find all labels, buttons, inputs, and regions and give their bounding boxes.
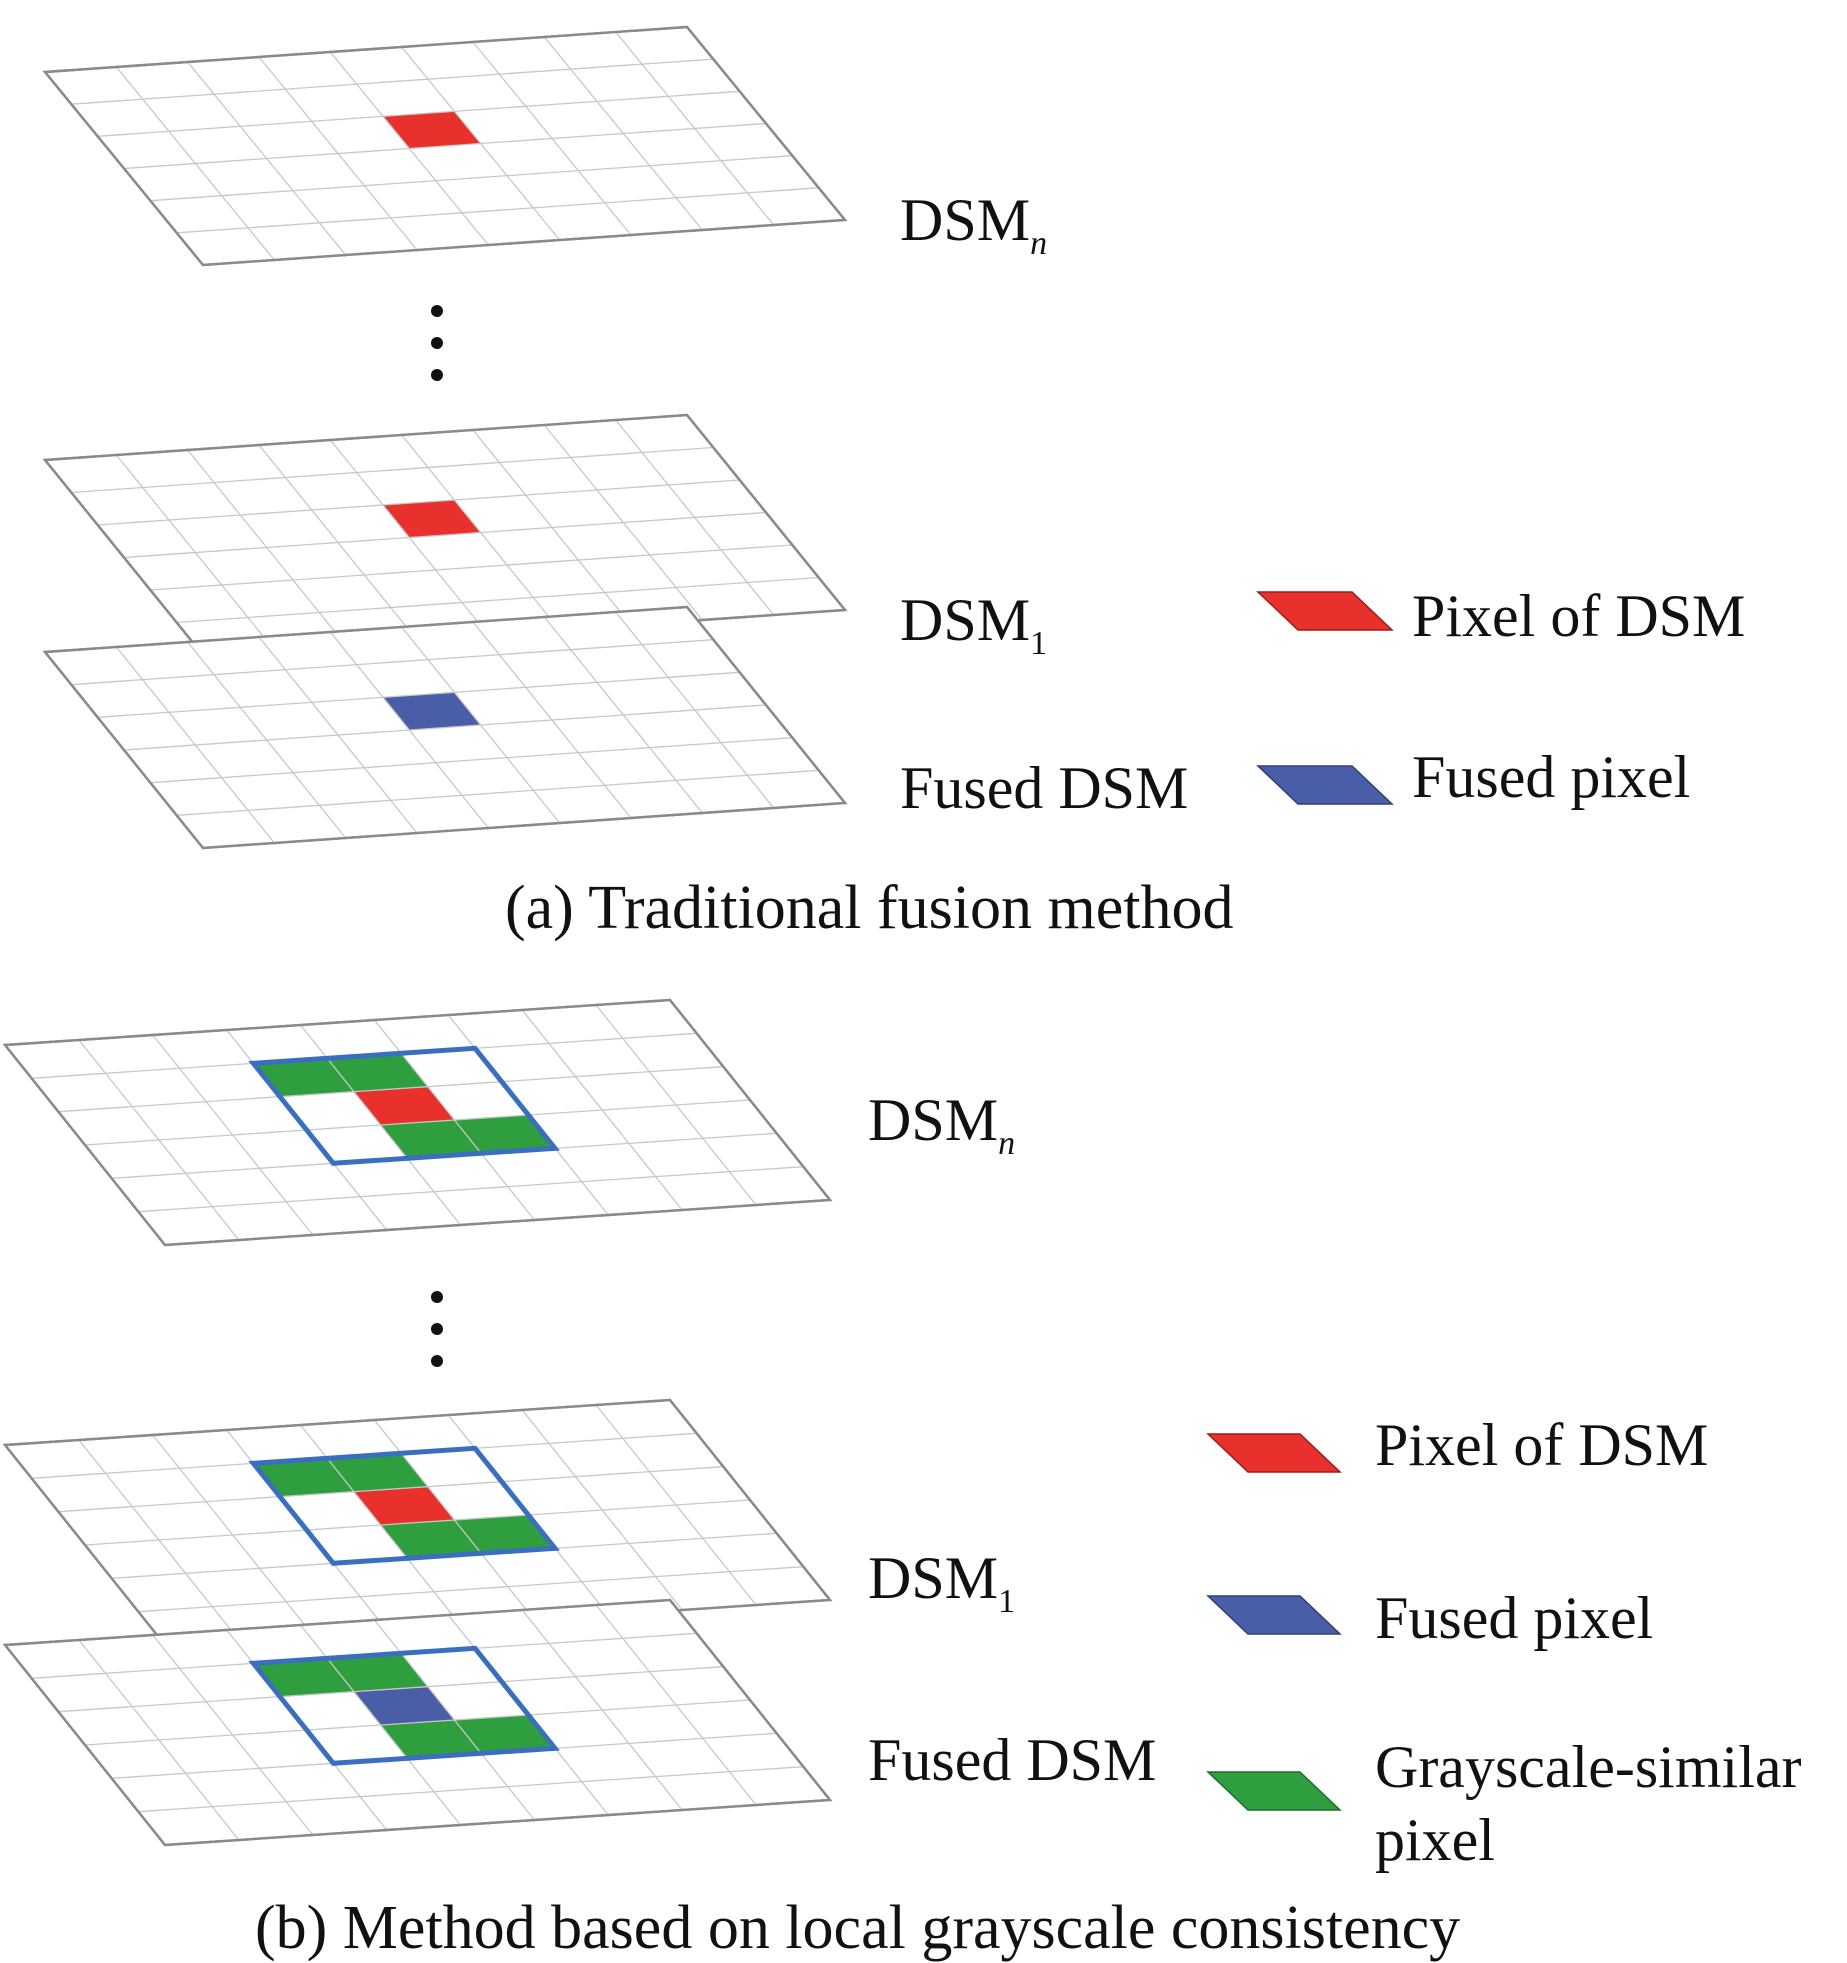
caption-a: (a) Traditional fusion method bbox=[505, 874, 1233, 942]
grid-line-h bbox=[71, 639, 714, 686]
window-outline bbox=[248, 1645, 560, 1766]
grid-b-fused-dsm bbox=[2, 1598, 833, 1847]
grid-line-h bbox=[58, 1466, 724, 1513]
legend-b-grayscale-similar: Grayscale-similar bbox=[1375, 1734, 1801, 1800]
grid-line-h bbox=[150, 737, 793, 784]
grid-border bbox=[2, 1598, 833, 1847]
grid-line-h bbox=[84, 1499, 751, 1546]
grid-line-h bbox=[84, 1099, 751, 1146]
grid-line-h bbox=[97, 479, 740, 526]
grid-line-h bbox=[71, 58, 714, 105]
legend-b-pixel-of-dsm: Pixel of DSM bbox=[1375, 1412, 1708, 1478]
label-b-dsm-n: DSMn bbox=[868, 1087, 1015, 1162]
grid-line-h bbox=[150, 544, 793, 591]
label-a-dsm-1: DSM1 bbox=[900, 587, 1047, 662]
ellipsis-a bbox=[431, 305, 443, 381]
window-outline bbox=[248, 1045, 560, 1166]
grid-line-h bbox=[138, 1566, 804, 1613]
label-b-dsm-1: DSM1 bbox=[868, 1545, 1015, 1620]
label-a-dsm-n: DSMn bbox=[900, 187, 1047, 262]
grid-border bbox=[42, 605, 848, 850]
legend-a-fused-pixel: Fused pixel bbox=[1412, 744, 1690, 810]
blue-pixel-icon bbox=[1256, 765, 1394, 805]
grid-line-h bbox=[176, 769, 819, 816]
grid-line-h bbox=[176, 576, 819, 624]
grid-line-h bbox=[176, 187, 819, 234]
grid-line-h bbox=[150, 155, 793, 202]
grid-b-dsm-1 bbox=[2, 1398, 833, 1647]
grid-line-h bbox=[123, 511, 767, 559]
legend-a-pixel-of-dsm: Pixel of DSM bbox=[1412, 583, 1745, 649]
grid-line-h bbox=[123, 122, 767, 170]
grid-a-dsm-1 bbox=[42, 413, 848, 657]
grid-border bbox=[42, 25, 848, 267]
grid-line-h bbox=[58, 1666, 724, 1713]
blue-pixel-icon bbox=[1206, 1595, 1342, 1635]
grid-border bbox=[2, 998, 833, 1247]
grid-line-h bbox=[138, 1766, 804, 1813]
grid-a-dsm-n bbox=[42, 25, 848, 267]
legend-b: Pixel of DSM Fused pixel Grayscale-simil… bbox=[1206, 1412, 1801, 1873]
grid-line-h bbox=[58, 1066, 724, 1113]
grid-a-fused-dsm bbox=[42, 605, 848, 850]
caption-b: (b) Method based on local grayscale cons… bbox=[255, 1894, 1460, 1962]
grid-b-dsm-n bbox=[2, 998, 833, 1247]
grid-border bbox=[2, 1398, 833, 1647]
label-a-fused-dsm: Fused DSM bbox=[900, 755, 1188, 821]
panel-b: DSMn DSM1 Fused DSM Pixel of DSM Fused p… bbox=[2, 998, 1801, 1962]
window-outline bbox=[248, 1445, 560, 1566]
green-pixel-icon bbox=[1206, 1771, 1342, 1811]
legend-b-grayscale-similar-line2: pixel bbox=[1375, 1807, 1495, 1873]
grid-border bbox=[42, 413, 848, 657]
grid-line-h bbox=[123, 704, 767, 751]
label-b-fused-dsm: Fused DSM bbox=[868, 1727, 1156, 1793]
red-pixel-icon bbox=[1256, 591, 1394, 631]
grid-line-h bbox=[84, 1699, 751, 1746]
panel-a: DSMn DSM1 Fused DSM Pixel of DSM Fused p… bbox=[42, 25, 1745, 942]
grid-line-h bbox=[71, 446, 714, 494]
grid-line-h bbox=[138, 1166, 804, 1213]
legend-b-fused-pixel: Fused pixel bbox=[1375, 1585, 1653, 1651]
ellipsis-b bbox=[431, 1291, 443, 1367]
red-pixel-icon bbox=[1206, 1433, 1342, 1473]
legend-a: Pixel of DSM Fused pixel bbox=[1256, 583, 1745, 810]
grid-line-h bbox=[97, 671, 740, 718]
grid-line-h bbox=[97, 90, 740, 137]
